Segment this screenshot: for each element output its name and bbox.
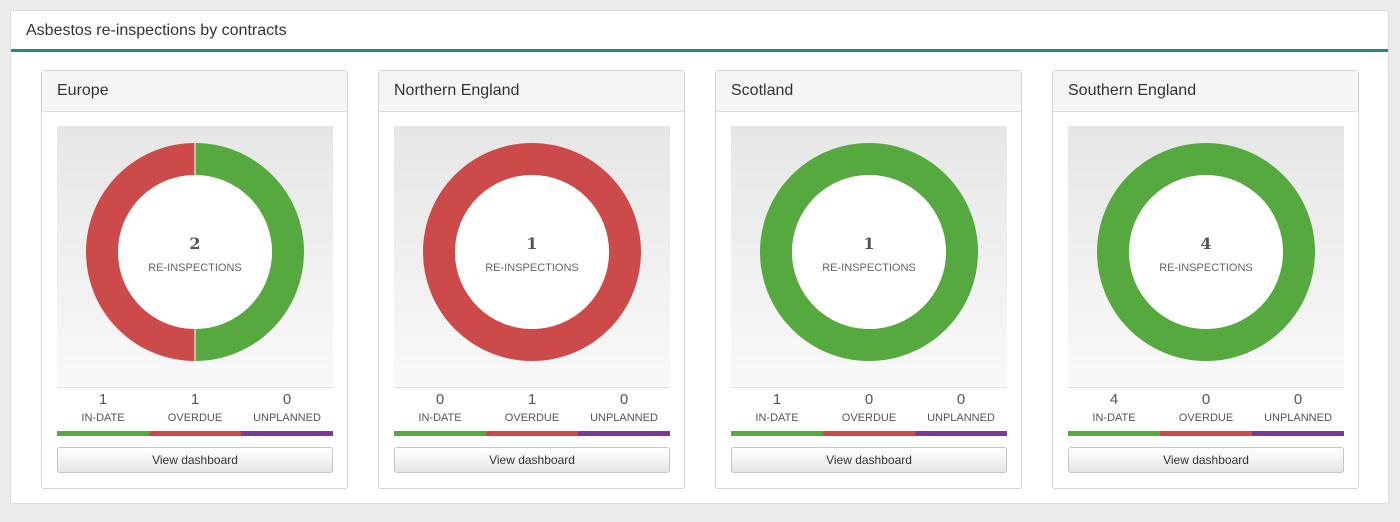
unplanned-color-segment [1252,431,1344,436]
stat-label: OVERDUE [504,412,560,424]
donut-svg [760,143,978,361]
re-inspections-label: RE-INSPECTIONS [1159,262,1253,274]
donut-center [118,175,272,329]
donut-chart: 4 RE-INSPECTIONS [1068,126,1344,387]
in-date-color-segment [394,431,486,436]
stat-value: 0 [864,391,874,408]
re-inspections-count: 1 [526,234,538,253]
stat-overdue: 1 OVERDUE [149,388,241,431]
stat-in-date: 4 IN-DATE [1068,388,1160,431]
stat-overdue: 0 OVERDUE [1160,388,1252,431]
stat-label: OVERDUE [1178,412,1234,424]
stats-row: 0 IN-DATE 1 OVERDUE 0 UNPLANNED [394,387,670,431]
overdue-color-segment [823,431,915,436]
stat-value: 1 [190,391,200,408]
in-date-color-segment [731,431,823,436]
stat-unplanned: 0 UNPLANNED [241,388,333,431]
stat-label: UNPLANNED [590,412,658,424]
stat-in-date: 0 IN-DATE [394,388,486,431]
re-inspections-count: 2 [189,234,201,253]
status-color-bar [394,431,670,436]
view-dashboard-button[interactable]: View dashboard [731,447,1007,473]
contract-card-southern-england: Southern England 4 RE-INSPECTIONS 4 IN-D… [1052,70,1359,489]
in-date-color-segment [1068,431,1160,436]
stats-row: 1 IN-DATE 1 OVERDUE 0 UNPLANNED [57,387,333,431]
stat-label: UNPLANNED [1264,412,1332,424]
donut-chart: 2 RE-INSPECTIONS [57,126,333,387]
stat-label: OVERDUE [167,412,223,424]
stat-unplanned: 0 UNPLANNED [1252,388,1344,431]
stat-value: 0 [619,391,629,408]
stat-label: IN-DATE [1092,412,1136,424]
donut-svg [1097,143,1315,361]
donut-chart: 1 RE-INSPECTIONS [394,126,670,387]
donut-svg [423,143,641,361]
view-dashboard-button[interactable]: View dashboard [394,447,670,473]
stat-overdue: 0 OVERDUE [823,388,915,431]
re-inspections-label: RE-INSPECTIONS [148,262,242,274]
contract-card-europe: Europe 2 RE-INSPECTIONS 1 IN-DATE 1 OVER… [41,70,348,489]
stat-label: IN-DATE [418,412,462,424]
stat-label: IN-DATE [755,412,799,424]
stat-label: UNPLANNED [927,412,995,424]
stat-value: 0 [956,391,966,408]
stat-in-date: 1 IN-DATE [57,388,149,431]
unplanned-color-segment [241,431,333,436]
re-inspections-label: RE-INSPECTIONS [822,262,916,274]
re-inspections-label: RE-INSPECTIONS [485,262,579,274]
stat-value: 0 [1201,391,1211,408]
status-color-bar [731,431,1007,436]
contract-card-northern-england: Northern England 1 RE-INSPECTIONS 0 IN-D… [378,70,685,489]
stats-row: 1 IN-DATE 0 OVERDUE 0 UNPLANNED [731,387,1007,431]
stat-unplanned: 0 UNPLANNED [915,388,1007,431]
donut-center [1129,175,1283,329]
contract-name: Scotland [716,71,1021,112]
contract-name: Europe [42,71,347,112]
re-inspections-count: 4 [1200,234,1212,253]
stat-value: 0 [1293,391,1303,408]
overdue-color-segment [486,431,578,436]
stat-in-date: 1 IN-DATE [731,388,823,431]
stat-label: OVERDUE [841,412,897,424]
in-date-donut-segment [760,143,978,361]
in-date-color-segment [57,431,149,436]
stat-overdue: 1 OVERDUE [486,388,578,431]
unplanned-color-segment [915,431,1007,436]
status-color-bar [1068,431,1344,436]
stats-row: 4 IN-DATE 0 OVERDUE 0 UNPLANNED [1068,387,1344,431]
in-date-donut-segment [1097,143,1315,361]
overdue-donut-segment [423,143,641,361]
stat-unplanned: 0 UNPLANNED [578,388,670,431]
donut-center [792,175,946,329]
overdue-color-segment [149,431,241,436]
donut-center [455,175,609,329]
donut-chart: 1 RE-INSPECTIONS [731,126,1007,387]
unplanned-color-segment [578,431,670,436]
donut-svg [86,143,304,361]
stat-label: UNPLANNED [253,412,321,424]
stat-value: 4 [1109,391,1119,408]
status-color-bar [57,431,333,436]
view-dashboard-button[interactable]: View dashboard [57,447,333,473]
re-inspections-count: 1 [863,234,875,253]
panel-title: Asbestos re-inspections by contracts [11,11,1388,52]
stat-value: 1 [527,391,537,408]
re-inspections-panel: Asbestos re-inspections by contracts Eur… [10,10,1389,504]
contract-name: Southern England [1053,71,1358,112]
stat-value: 1 [772,391,782,408]
stat-value: 1 [98,391,108,408]
contract-name: Northern England [379,71,684,112]
stat-label: IN-DATE [81,412,125,424]
overdue-color-segment [1160,431,1252,436]
view-dashboard-button[interactable]: View dashboard [1068,447,1344,473]
stat-value: 0 [282,391,292,408]
stat-value: 0 [435,391,445,408]
contract-card-scotland: Scotland 1 RE-INSPECTIONS 1 IN-DATE 0 OV… [715,70,1022,489]
